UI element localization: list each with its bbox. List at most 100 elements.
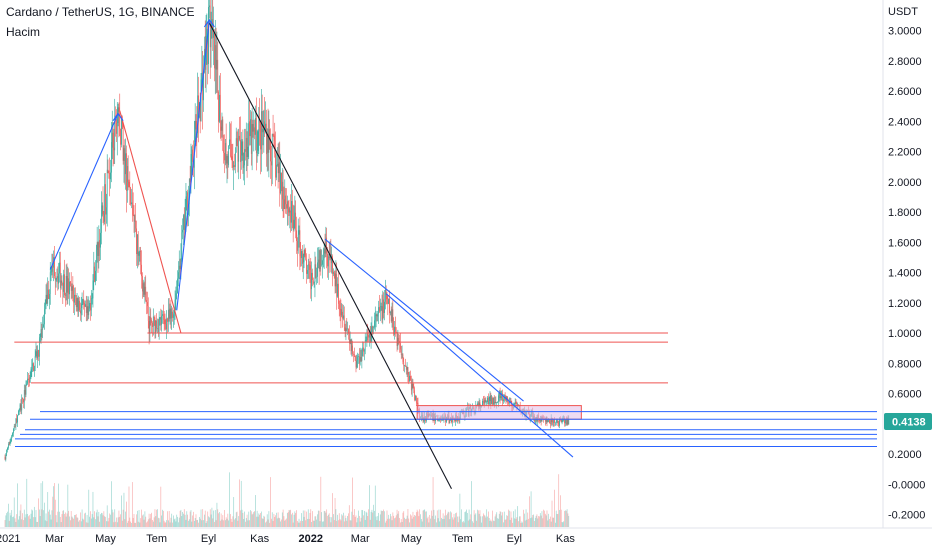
- candle-body: [376, 314, 378, 317]
- candle-body: [326, 237, 328, 254]
- candle-body: [154, 317, 156, 334]
- volume-bar: [189, 511, 191, 527]
- candle-body: [120, 128, 121, 145]
- volume-bar: [275, 515, 276, 527]
- volume-bar: [408, 518, 410, 527]
- volume-bar: [363, 515, 364, 527]
- volume-bar: [161, 515, 162, 527]
- candle-body: [415, 395, 417, 403]
- volume-bar: [264, 516, 266, 527]
- volume-bar: [567, 513, 569, 527]
- candle-body: [156, 320, 157, 329]
- candle-body: [549, 419, 550, 424]
- candle-body: [75, 294, 76, 297]
- volume-bar: [509, 519, 511, 527]
- volume-bar: [479, 510, 481, 527]
- volume-bar: [19, 510, 21, 527]
- volume-bar: [55, 515, 57, 527]
- volume-bar: [395, 515, 397, 527]
- candle-body: [224, 142, 226, 161]
- volume-bar: [498, 518, 499, 527]
- volume-bar: [106, 521, 107, 527]
- volume-bar: [124, 519, 126, 527]
- candle-body: [161, 315, 162, 325]
- candle-body: [356, 360, 358, 368]
- volume-bar: [359, 521, 361, 527]
- candle-body: [223, 150, 224, 153]
- x-tick-label: Tem: [452, 533, 473, 545]
- candle-body: [188, 178, 190, 205]
- candle-body: [403, 361, 405, 367]
- candle-body: [230, 141, 232, 157]
- candle-body: [355, 360, 357, 368]
- volume-bar: [116, 522, 118, 527]
- candle-body: [148, 320, 150, 334]
- candle-body: [21, 397, 23, 411]
- candle-body: [375, 314, 377, 316]
- volume-bar: [452, 519, 454, 527]
- volume-bar: [321, 512, 323, 527]
- volume-bar: [519, 516, 521, 527]
- time-axis[interactable]: 2021 Mar May Tem Eyl Kas 2022 Mar May Tem Eyl Kas: [0, 533, 575, 545]
- volume-bar: [245, 521, 246, 527]
- volume-bar: [197, 519, 199, 527]
- candle-body: [96, 242, 98, 250]
- candle-body: [246, 137, 248, 158]
- candle-body: [18, 409, 20, 412]
- price-axis[interactable]: 3.0000 2.8000 2.6000 2.4000 2.2000 2.0000 1.80…: [888, 26, 925, 522]
- candle-body: [38, 349, 39, 357]
- volume-bar: [63, 510, 64, 527]
- volume-bar: [429, 514, 431, 527]
- volume-bar: [30, 513, 32, 527]
- volume-bar: [430, 518, 431, 527]
- volume-bar: [167, 511, 168, 527]
- candle-body: [250, 119, 252, 154]
- volume-bar: [145, 516, 147, 527]
- volume-bar: [559, 510, 560, 527]
- volume-bar: [522, 522, 524, 527]
- candle-body: [8, 444, 10, 445]
- volume-bar: [258, 513, 260, 527]
- candle-body: [122, 123, 124, 161]
- candle-body: [97, 242, 99, 257]
- candle-body: [47, 289, 49, 304]
- candle-body: [13, 426, 15, 430]
- candle-body: [198, 95, 199, 118]
- candle-body: [338, 283, 339, 304]
- candle-body: [361, 349, 363, 361]
- candle-body: [185, 196, 187, 215]
- candle-body: [366, 333, 368, 341]
- volume-bar: [402, 512, 404, 527]
- candle-body: [218, 92, 219, 122]
- volume-bar: [338, 520, 339, 527]
- candle-body: [11, 436, 13, 440]
- volume-bar: [560, 495, 561, 527]
- candle-body: [242, 141, 244, 168]
- candle-body: [564, 417, 565, 424]
- volume-bar: [8, 503, 9, 527]
- volume-bar: [405, 519, 406, 527]
- volume-bar: [553, 517, 555, 527]
- volume-bar: [64, 512, 66, 527]
- volume-bar: [108, 517, 110, 527]
- volume-bar: [77, 517, 79, 527]
- candle-body: [69, 281, 71, 284]
- candle-body: [485, 400, 487, 402]
- candle-body: [190, 153, 192, 183]
- volume-bar: [524, 513, 525, 527]
- candle-body: [318, 259, 320, 270]
- candle-body: [22, 397, 23, 400]
- volume-bar: [194, 518, 196, 527]
- candle-body: [24, 390, 26, 395]
- candle-body: [358, 356, 359, 357]
- volume-bar: [252, 513, 254, 527]
- candle-body: [302, 262, 304, 264]
- volume-bar: [316, 519, 317, 527]
- volume-bar: [524, 520, 526, 527]
- candle-body: [48, 289, 49, 299]
- volume-bar: [388, 514, 390, 527]
- candle-body: [238, 135, 240, 162]
- volume-bar: [545, 515, 547, 527]
- candle-body: [379, 307, 380, 312]
